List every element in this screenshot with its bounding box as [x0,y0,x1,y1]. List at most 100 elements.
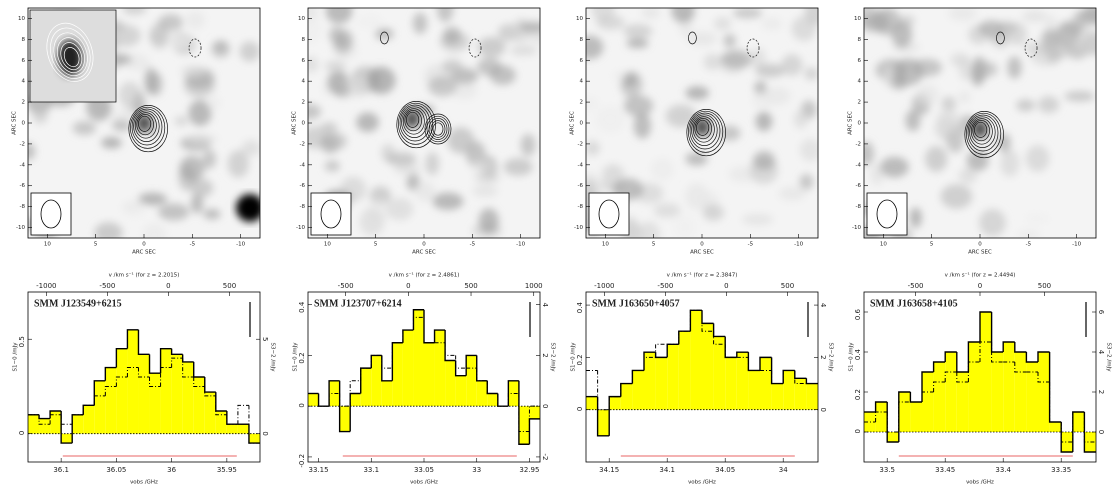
y-tick-label: 0 [854,429,862,433]
bar [94,380,106,434]
contour [136,114,154,136]
noise [308,8,540,238]
noise-blob [203,208,221,220]
dashed-step [782,369,795,384]
noise-blob [975,61,998,77]
x-tick-label: 36 [167,466,176,474]
noise-blob [308,103,322,120]
x-tick-label: -5 [748,242,754,248]
dashed-step [620,383,633,397]
contour [63,47,80,68]
y-tick-label: -8 [856,204,862,210]
bar [736,352,749,410]
dashed-contour [746,38,760,58]
beam-box [30,192,72,236]
dashed-step [104,385,117,396]
dashed-step [689,309,702,332]
noise-blob [158,14,184,31]
noise-blob [28,142,36,161]
dashed-step [82,404,95,415]
dashed-step [49,414,62,425]
dashed-step [875,411,888,422]
contour [402,108,425,135]
dashed-step [149,377,161,387]
y-tick-label: -2 [578,141,583,147]
noise-blob [94,222,123,238]
noise-blob [320,122,338,133]
dashed-step [412,316,424,331]
x-axis-label: ARC SEC [132,250,156,256]
noise-blob [324,60,347,73]
y2-axis-label: S3−2 /mJy [270,343,276,373]
noise-blob [1024,213,1051,224]
noise-blob [324,160,341,172]
bar [237,424,249,434]
noise-blob [595,105,626,134]
step-edge [1037,351,1050,362]
dashed-step [204,386,216,397]
y-tick-label: -6 [20,183,26,189]
y-tick-label: -6 [578,183,584,189]
noise-blob [101,136,122,149]
dashed-step [126,367,139,377]
y-tick-label: -10 [296,225,305,231]
y-tick-label: 4 [22,79,26,85]
step-edge [518,380,530,445]
x2-tick-label: -1000 [36,282,56,290]
y-tick-label: 8 [580,37,584,43]
y-tick-label: 6 [22,58,26,64]
y-tick-label: -8 [300,204,306,210]
step-edge [148,354,161,374]
dashed-step [956,372,969,383]
dashed-step [1037,372,1050,383]
noise-blob [905,109,921,132]
dashed-step [60,414,73,425]
bar [875,402,888,432]
contour [130,106,166,149]
noise-blob [969,135,997,151]
beam [598,199,620,229]
noise-blob [623,95,654,117]
y2-tick-label: 4 [541,302,549,307]
y-tick-label: 0.4 [576,302,584,314]
noise-blob [322,132,348,151]
contour [131,108,163,146]
noise-blob [474,171,501,184]
dashed-step [944,371,957,382]
bar [402,330,414,407]
noise-blob [596,15,625,30]
bar [487,393,498,407]
bar [980,312,992,432]
x-tick-label: 33.4 [995,466,1011,474]
noise-blob [477,36,506,58]
y-tick-label: 6 [302,58,306,64]
spectrum-title: SMM J123549+6215 [34,298,122,309]
bar [1084,432,1096,452]
bar [933,362,946,432]
bar [678,331,691,410]
contour [396,101,436,149]
dashed-step [979,341,992,362]
y2-tick-label: 0 [1097,430,1105,434]
bar [1003,342,1015,432]
x2-tick-label: 500 [781,282,794,290]
noise-blob [687,31,718,46]
x-axis-label: νobs /GHz [966,480,994,486]
noise-blob [671,8,695,23]
step-edge [159,347,172,374]
dashed-step [476,368,488,382]
noise-blob [586,36,603,58]
y-tick-label: 2 [858,100,862,106]
noise-blob [586,140,600,156]
bar [597,409,610,436]
y-tick-label: 6 [580,58,584,64]
x2-tick-label: -1000 [594,282,614,290]
step-edge [770,357,784,385]
noise-blob [185,10,206,30]
noise-blob [997,133,1011,153]
contour [969,116,996,148]
x-tick-label: 5 [930,242,934,248]
contour [406,111,420,128]
y-tick-label: 0 [18,431,26,435]
bar [72,414,84,434]
